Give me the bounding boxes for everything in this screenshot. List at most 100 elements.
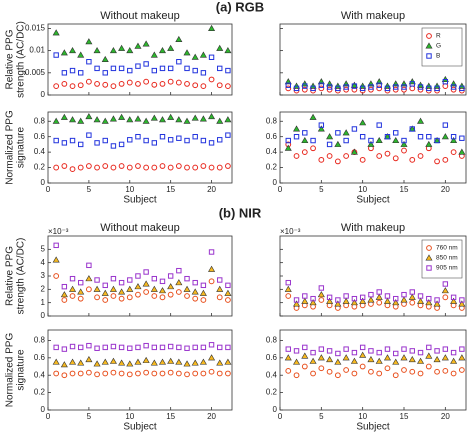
marker (184, 137, 190, 144)
marker (192, 164, 199, 171)
marker (143, 289, 150, 295)
marker (318, 297, 325, 303)
marker (159, 344, 166, 351)
marker (151, 140, 158, 146)
marker (417, 153, 424, 159)
marker (85, 286, 92, 293)
marker (434, 85, 440, 92)
x-axis-label: Subject (123, 195, 157, 206)
plot-frame (279, 23, 467, 96)
marker (93, 360, 101, 367)
marker (350, 81, 358, 88)
marker (86, 262, 92, 269)
marker (318, 285, 325, 291)
marker (350, 357, 358, 364)
marker (285, 279, 291, 286)
marker (102, 163, 109, 169)
marker (376, 85, 383, 92)
marker (224, 47, 232, 54)
marker (284, 285, 292, 292)
marker (183, 285, 191, 292)
marker (158, 47, 167, 54)
marker (118, 81, 125, 87)
marker (110, 83, 117, 90)
marker (208, 342, 215, 348)
marker (301, 149, 308, 156)
marker (69, 47, 77, 54)
marker (102, 282, 108, 289)
y-tick-label: 0 (41, 311, 46, 320)
marker (61, 70, 68, 76)
marker (126, 164, 133, 171)
marker (151, 370, 158, 377)
x-tick-label: 10 (125, 412, 134, 421)
marker (458, 354, 466, 361)
marker (367, 355, 375, 363)
marker (184, 275, 190, 282)
y-axis-label: Normalized PPG (5, 110, 16, 185)
marker (118, 370, 125, 377)
marker (417, 84, 424, 90)
marker (208, 354, 216, 361)
marker (217, 344, 223, 351)
legend-marker (426, 53, 432, 59)
marker (384, 85, 391, 92)
marker (167, 113, 175, 120)
marker (158, 287, 167, 294)
marker (400, 296, 408, 303)
marker (142, 356, 150, 363)
marker (143, 78, 150, 85)
panel-title: (a) RGB (216, 0, 264, 14)
marker (293, 300, 301, 307)
legend-marker (425, 42, 433, 49)
marker (118, 295, 125, 302)
marker (284, 144, 292, 151)
marker (392, 136, 400, 144)
marker (151, 81, 158, 88)
marker (400, 354, 408, 361)
plot-frame (279, 111, 467, 184)
marker (86, 59, 92, 65)
y-tick-label: 0 (41, 405, 46, 414)
marker (450, 136, 458, 144)
marker (110, 369, 117, 376)
marker (359, 297, 367, 304)
marker (135, 63, 141, 69)
marker (151, 293, 158, 299)
marker (434, 348, 440, 354)
marker (143, 61, 149, 67)
marker (417, 293, 424, 299)
marker (351, 370, 358, 377)
marker (151, 67, 158, 74)
marker (52, 29, 60, 36)
marker (109, 47, 117, 54)
marker (151, 344, 158, 351)
marker (351, 295, 358, 302)
marker (94, 371, 100, 378)
marker (175, 163, 182, 169)
marker (69, 370, 76, 377)
marker (409, 368, 416, 375)
marker (176, 135, 182, 141)
marker (376, 299, 383, 306)
marker (417, 297, 425, 304)
marker (224, 358, 232, 365)
marker (200, 370, 207, 377)
marker (110, 164, 117, 171)
marker (143, 369, 150, 376)
marker (317, 125, 325, 132)
marker (192, 279, 198, 286)
marker (175, 370, 182, 377)
marker (318, 122, 325, 128)
marker (310, 349, 316, 356)
y-tick-label: 0.6 (266, 132, 278, 141)
marker (458, 148, 466, 155)
marker (301, 136, 309, 144)
marker (301, 86, 308, 93)
marker (359, 351, 367, 358)
marker (216, 44, 224, 51)
marker (77, 288, 85, 295)
marker (293, 125, 301, 132)
marker (376, 289, 382, 295)
